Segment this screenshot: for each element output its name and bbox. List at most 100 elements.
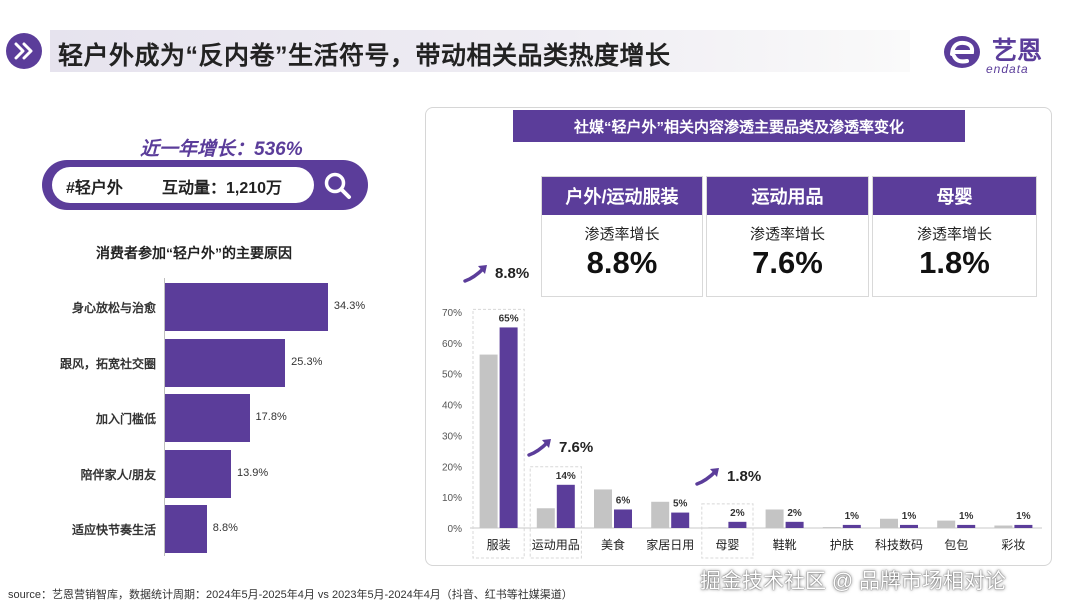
y-tick-label: 50% [442,370,462,381]
bar-current-period [671,512,690,528]
logo-name: 艺恩 [992,37,1043,65]
bar-previous-period [937,520,956,528]
reason-value-label: 13.9% [237,466,269,479]
growth-arrow-icon [463,265,487,283]
x-category-label: 运动用品 [532,538,580,552]
logo-subtext: endata [986,62,1029,76]
card-sports-goods-name: 运动用品 [707,177,868,215]
bar-value-label: 2% [730,508,745,519]
bar-previous-period [651,501,670,528]
highlight-box [472,308,525,559]
reason-value-label: 8.8% [212,522,238,534]
reason-bar [165,505,207,553]
growth-arrow-icon [527,439,551,457]
reason-bar [165,449,232,498]
bar-previous-period [880,518,898,528]
bar-current-period [957,524,976,528]
growth-arrow-icon [695,468,719,486]
double-chevron-right-icon [6,33,42,69]
bar-previous-period [994,525,1013,528]
bar-value-label: 1% [1016,511,1031,522]
x-category-label: 科技数码 [875,537,923,552]
y-tick-label: 40% [442,401,462,412]
reason-bar [165,394,250,442]
card-sports-goods: 运动用品 渗透率增长 7.6% [706,176,869,297]
bar-current-period [785,521,804,528]
search-input [52,167,314,203]
search-icon [324,172,351,199]
bar-previous-period [822,527,841,528]
card-maternal-name: 母婴 [873,177,1036,215]
growth-label: 近一年增长：536% [140,139,303,160]
interaction-metric: 互动量：1,210万 [162,180,283,197]
bar-previous-period [708,527,727,528]
reason-value-label: 34.3% [333,300,366,312]
card-apparel-value: 8.8% [586,245,658,280]
bar-value-label: 1% [845,511,860,522]
badge-sports-goods: 7.6% [526,436,593,458]
bar-value-label: 1% [902,511,917,522]
reason-label: 陪伴家人/朋友 [80,467,156,482]
badge-sports-goods-value: 7.6% [559,438,594,456]
bar-value-label: 14% [556,471,576,482]
page-title: 轻户外成为“反内卷”生活符号，带动相关品类热度增长 [58,42,671,70]
x-category-label: 家居日用 [646,537,694,552]
reason-bar [165,338,286,387]
badge-apparel-value: 8.8% [495,264,530,282]
card-apparel-name: 户外/运动服装 [542,177,702,215]
bar-current-period [1014,524,1033,528]
x-category-label: 包包 [944,538,968,552]
x-category-label: 鞋靴 [773,537,797,552]
y-tick-label: 10% [442,493,462,504]
header-bar [50,30,910,72]
watermark: 掘金技术社区 @ 品牌市场相对论 [700,570,1006,593]
bar-value-label: 65% [499,313,519,324]
card-sports-goods-label: 渗透率增长 [749,226,825,243]
x-category-label: 护肤 [830,537,854,552]
card-maternal-label: 渗透率增长 [916,226,992,243]
highlight-box [701,503,754,559]
y-tick-label: 70% [442,308,462,319]
badge-apparel: 8.8% [462,262,529,284]
bar-previous-period [479,354,498,528]
bar-current-period [556,484,575,528]
card-maternal-value: 1.8% [919,245,990,280]
bar-current-period [728,521,747,528]
reason-label: 身心放松与治愈 [71,301,156,315]
bar-previous-period [765,509,784,528]
reason-bar [165,283,328,331]
card-maternal: 母婴 渗透率增长 1.8% [872,176,1037,297]
bar-current-period [900,524,918,528]
bar-value-label: 1% [959,511,974,522]
bar-previous-period [536,508,555,528]
category-chart-title: 社媒“轻户外”相关内容渗透主要品类及渗透率变化 [513,110,965,142]
reason-label: 跟风，拓宽社交圈 [59,356,156,371]
reason-label: 适应快节奏生活 [71,523,156,537]
x-category-label: 母婴 [715,538,739,552]
x-category-label: 服装 [487,538,511,552]
card-apparel: 户外/运动服装 渗透率增长 8.8% [541,176,703,297]
bar-value-label: 2% [787,508,802,519]
y-tick-label: 60% [442,339,462,350]
y-tick-label: 20% [442,462,462,473]
x-category-label: 彩妆 [1001,538,1025,552]
card-sports-goods-value: 7.6% [752,245,823,280]
x-category-label: 美食 [601,537,625,552]
bar-current-period [842,524,861,528]
badge-maternal: 1.8% [694,465,761,487]
bar-current-period [614,509,632,528]
y-tick-label: 0% [448,524,463,535]
search-hashtag: #轻户外 [66,180,123,197]
reasons-chart-title: 消费者参加“轻户外”的主要原因 [96,245,292,261]
bar-current-period [499,327,518,528]
reason-label: 加入门槛低 [95,412,156,426]
reason-value-label: 25.3% [291,355,323,368]
bar-value-label: 5% [673,499,688,510]
card-apparel-label: 渗透率增长 [584,226,660,243]
badge-maternal-value: 1.8% [727,467,762,485]
bar-value-label: 6% [616,495,631,506]
endata-logo-icon [944,36,980,68]
bar-previous-period [594,489,612,528]
reasons-axis [164,278,165,556]
source-note: source：艺恩营销智库，数据统计周期：2024年5月-2025年4月 vs … [8,589,573,601]
